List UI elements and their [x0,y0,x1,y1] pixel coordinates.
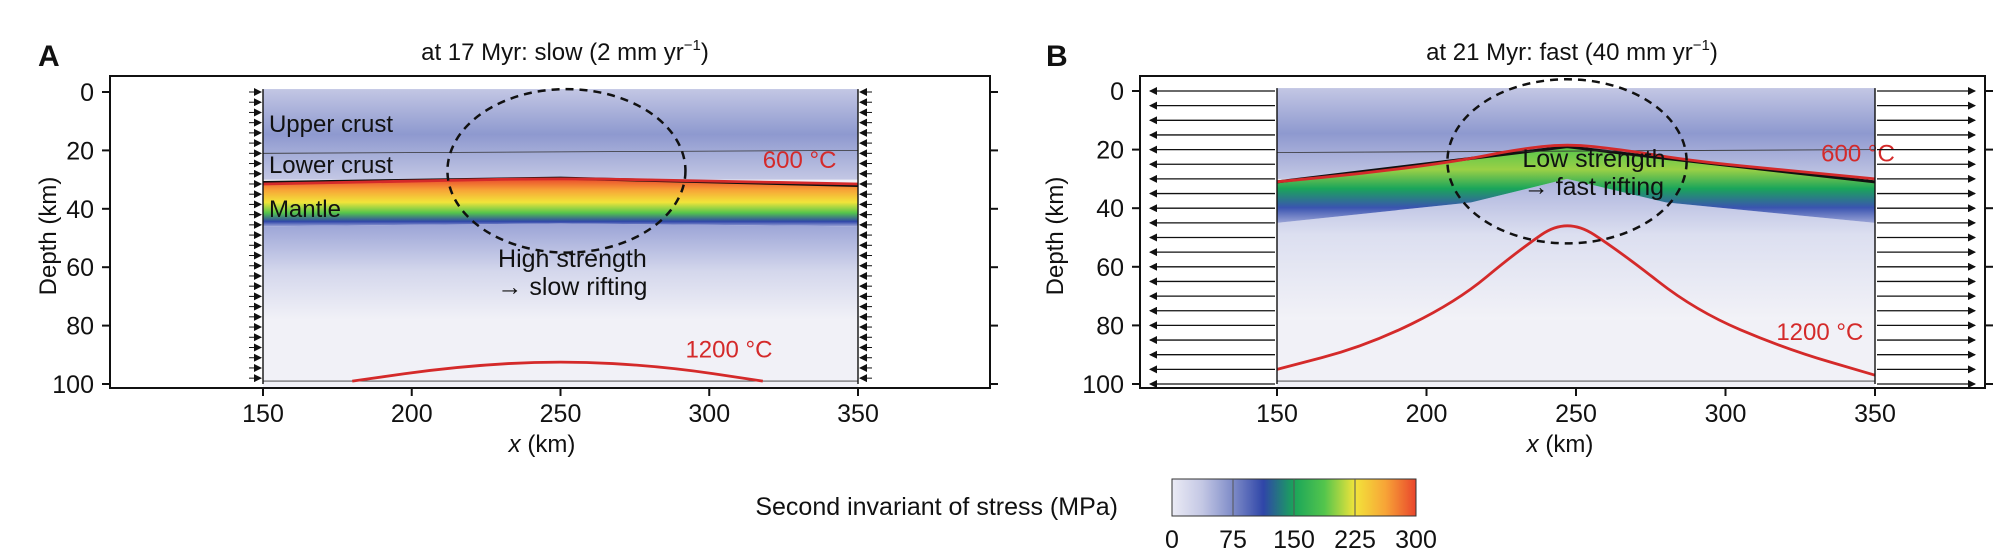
panel-b-x-axis-label: x (km) [1526,431,1594,458]
panel-a-x-tick-label: 350 [837,400,879,428]
panel-a-y-tick-label: 40 [66,196,94,224]
panel-a-layer-boundary [262,149,859,154]
panel-b-title-sup: −1 [1693,37,1710,54]
panel-b-annotation-line-2: → fast rifting [1524,173,1664,201]
panel-a-x-axis-label: x (km) [508,431,576,458]
panel-a-layer-label-0: Upper crust [269,111,393,138]
panel-a-x-tick-label: 300 [688,400,730,428]
panel-b: B at 21 Myr: fast (40 mm yr−1) 600 °C 120… [1042,37,1993,458]
panel-a-isotherm-0 [262,177,859,186]
colorbar-tick-label: 225 [1334,526,1376,554]
panel-b-plot: 600 °C 1200 °C Low strength→ fast rifting [1139,75,1986,389]
panel-a-x-tick-label: 250 [540,400,582,428]
panel-b-axis-ticks: 150 200 250 300 350 0 20 40 60 80 100 [1082,78,1993,428]
panel-b-title: at 21 Myr: fast (40 mm yr−1) [1426,37,1718,66]
panel-b-layer-boundary [1276,149,1876,153]
panel-b-annotation-line-1: Low strength [1522,145,1665,173]
colorbar: Second invariant of stress (MPa) 0 75 150 2… [755,478,1437,554]
panel-a-y-tick-label: 20 [66,137,94,165]
panel-b-x-axis-label-units: (km) [1539,431,1594,458]
panel-b-x-tick-label: 200 [1406,400,1448,428]
panel-b-x-tick-label: 250 [1555,400,1597,428]
panel-a-x-axis-label-units: (km) [521,431,576,458]
colorbar-tick-label: 150 [1273,526,1315,554]
panel-a-annotation-line-2: → slow rifting [497,273,647,301]
panel-a-y-tick-label: 0 [80,79,94,107]
colorbar-tick-label: 75 [1219,526,1247,554]
panel-b-title-close: ) [1710,39,1718,66]
panel-a: A at 17 Myr: slow (2 mm yr−1) 600 °C 1200… [35,37,998,458]
panel-a-title-main: at 17 Myr: slow (2 mm yr [421,39,684,66]
panel-a-isotherm-1 [352,360,764,383]
colorbar-tick-label: 300 [1395,526,1437,554]
panel-a-x-tick-label: 150 [242,400,284,428]
panel-a-x-tick-label: 200 [391,400,433,428]
colorbar-tick-label: 0 [1165,526,1179,554]
panel-b-x-axis-label-italic: x [1526,431,1540,458]
panel-a-annotation-line-1: High strength [498,245,647,273]
panel-b-y-tick-label: 40 [1096,195,1124,223]
panel-b-y-tick-label: 100 [1082,371,1124,399]
panel-b-x-tick-label: 150 [1256,400,1298,428]
panel-a-plot: 600 °C 1200 °C High strength→ slow rifting… [109,75,991,389]
panel-b-isotherm-1 [1276,224,1876,377]
panel-b-title-main: at 21 Myr: fast (40 mm yr [1426,39,1693,66]
panel-a-isotherm-label-0: 600 °C [763,147,837,174]
panel-b-mantle-fade [1277,178,1875,320]
panel-b-y-axis-label: Depth (km) [1042,177,1069,296]
colorbar-label: Second invariant of stress (MPa) [755,493,1118,521]
panel-a-axis-ticks: 150 200 250 300 350 0 20 40 60 80 100 [52,79,998,428]
panel-a-layer-label-1: Lower crust [269,152,393,179]
panel-b-region-ellipse [1446,78,1688,245]
panel-a-strong-layer [263,178,858,227]
panel-b-y-tick-label: 20 [1096,137,1124,165]
panel-b-y-tick-label: 0 [1110,78,1124,106]
panel-b-isotherm-label-0: 600 °C [1821,140,1895,167]
panel-b-y-tick-label: 60 [1096,254,1124,282]
panel-b-isotherm-0 [1276,143,1876,184]
panel-a-title-close: ) [701,39,709,66]
panel-a-y-tick-label: 60 [66,254,94,282]
panel-a-layer-label-2: Mantle [269,196,341,223]
panel-a-title-sup: −1 [684,37,701,54]
panel-b-y-tick-label: 80 [1096,312,1124,340]
panel-a-upper-crust-field [263,89,858,180]
panel-a-y-tick-label: 80 [66,313,94,341]
panel-a-x-axis-label-italic: x [508,431,522,458]
panel-a-isotherm-label-1: 1200 °C [685,337,772,364]
panel-a-y-tick-label: 100 [52,371,94,399]
panel-a-label: A [38,40,60,73]
panel-b-x-tick-label: 350 [1854,400,1896,428]
panel-b-label: B [1046,40,1068,73]
colorbar-ticks: 0 75 150 225 300 [1165,479,1437,554]
panel-b-isotherm-label-1: 1200 °C [1776,319,1863,346]
panel-a-region-ellipse [446,87,687,254]
panel-a-mantle-fade [263,223,858,320]
panel-a-title: at 17 Myr: slow (2 mm yr−1) [421,37,709,66]
panel-b-x-tick-label: 300 [1705,400,1747,428]
panel-a-y-axis-label: Depth (km) [35,177,62,296]
